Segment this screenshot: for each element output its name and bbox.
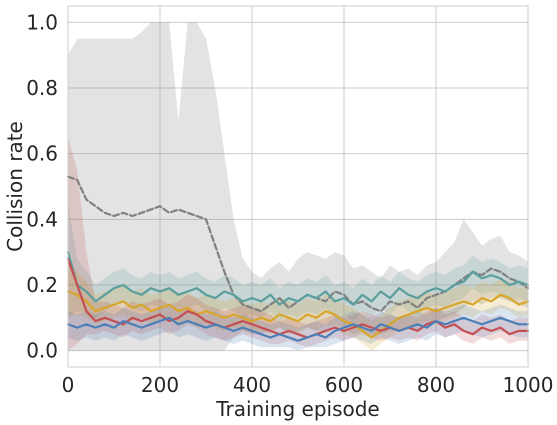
series-band-4 (68, 304, 528, 351)
x-tick-label-0: 0 (62, 373, 75, 397)
x-tick-label-4: 800 (417, 373, 455, 397)
x-tick-label-2: 400 (233, 373, 271, 397)
series-line-2 (66, 290, 530, 339)
plot-frame (67, 5, 529, 368)
series-band-2 (68, 258, 528, 351)
x-tick-label-5: 1000 (503, 373, 554, 397)
y-axis-label: Collision rate (3, 121, 27, 252)
y-tick-label-5: 1.0 (26, 10, 58, 34)
grid-lines (67, 6, 529, 367)
y-tick-label-3: 0.6 (26, 142, 58, 166)
y-tick-label-4: 0.8 (26, 76, 58, 100)
y-tick-label-2: 0.4 (26, 207, 58, 231)
x-tick-label-3: 600 (325, 373, 363, 397)
series-lines (66, 175, 530, 342)
series-band-0 (68, 22, 528, 351)
confidence-bands (68, 22, 528, 351)
series-line-1 (66, 251, 530, 306)
series-line-4 (66, 316, 530, 342)
x-tick-label-1: 200 (141, 373, 179, 397)
y-tick-label-1: 0.2 (26, 273, 58, 297)
x-axis-label: Training episode (215, 397, 380, 421)
y-tick-label-0: 0.0 (26, 339, 58, 363)
x-tick-labels: 0 200 400 600 800 1000 (62, 373, 554, 397)
series-band-3 (68, 137, 528, 351)
series-line-3 (66, 257, 530, 339)
series-band-1 (68, 202, 528, 322)
y-tick-labels: 0.0 0.2 0.4 0.6 0.8 1.0 (26, 10, 58, 362)
